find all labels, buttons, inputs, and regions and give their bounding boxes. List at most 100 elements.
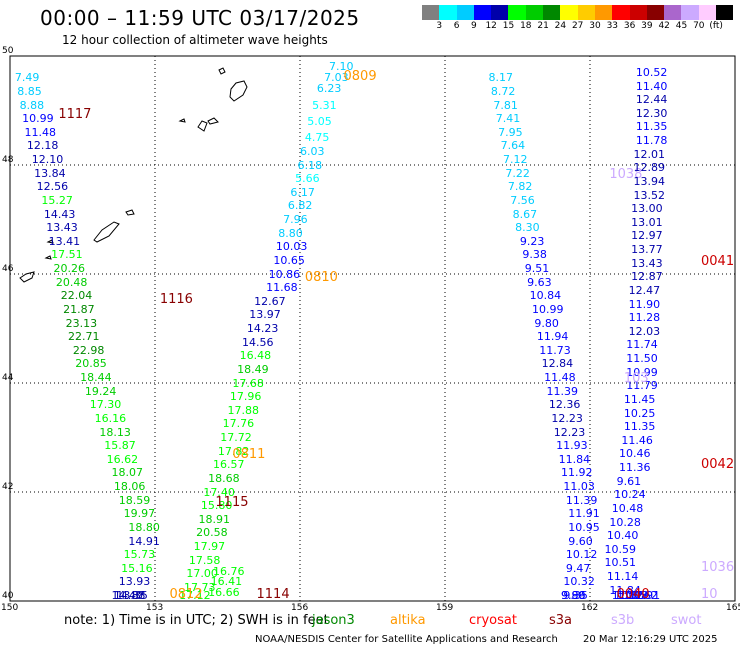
- wave-height-value: 15.87: [104, 439, 136, 453]
- track-time-label: 1116: [159, 292, 193, 308]
- track-time-label: 0810: [304, 270, 338, 286]
- wave-height-value: 10.40: [606, 529, 639, 543]
- wave-height-value: 11.93: [556, 439, 588, 453]
- colorbar-label: (ft): [709, 21, 723, 31]
- lat-label: 42: [2, 482, 14, 492]
- wave-height-value: 12.01: [633, 147, 666, 161]
- colorbar-label: 70: [693, 21, 705, 31]
- wave-height-value: 6.23: [316, 82, 342, 96]
- wave-height-value: 10.99: [626, 365, 658, 379]
- wave-height-value: 11.08: [616, 589, 649, 602]
- colorbar-label: 9: [471, 21, 477, 31]
- lat-label: 50: [2, 46, 14, 56]
- wave-height-value: 7.49: [14, 71, 40, 85]
- coastline: [19, 67, 248, 283]
- wave-height-value: 5.05: [307, 114, 332, 128]
- wave-height-value: 14.91: [128, 534, 160, 548]
- wave-height-value: 9.38: [522, 248, 547, 262]
- colorbar-swatch: [681, 5, 699, 20]
- map-svg: [9, 55, 736, 602]
- wave-height-value: 12.30: [635, 106, 668, 120]
- wave-height-value: 12.97: [631, 229, 663, 243]
- lat-label: 46: [2, 264, 14, 274]
- wave-height-value: 16.16: [94, 411, 127, 425]
- wave-height-value: 17.12: [179, 589, 211, 602]
- wave-height-value: 13.43: [46, 221, 78, 235]
- colorbar-swatch: [491, 5, 509, 20]
- wave-height-value: 14.43: [43, 207, 76, 221]
- wave-height-value: 9.35: [563, 589, 588, 602]
- wave-height-value: 11.84: [609, 583, 641, 597]
- wave-height-value: 16.57: [213, 458, 245, 472]
- wave-height-value: 11.39: [565, 493, 598, 507]
- footer-date: 20 Mar 12:16:29 UTC 2025: [583, 634, 718, 645]
- lon-label: 162: [581, 603, 599, 613]
- wave-height-value: 7.12: [503, 153, 528, 167]
- track-time-label: 1117: [58, 106, 92, 122]
- wave-height-value: 22.98: [72, 343, 105, 357]
- colorbar-swatch: [560, 5, 578, 20]
- wave-height-value: 17.00: [186, 567, 218, 581]
- wave-height-value: 20.85: [75, 357, 107, 371]
- wave-height-value: 12.44: [635, 93, 668, 107]
- wave-height-value: 20.48: [55, 275, 88, 289]
- lon-label: 156: [291, 603, 309, 613]
- wave-height-value: 8.72: [490, 84, 516, 98]
- wave-height-value: 10.84: [529, 289, 562, 303]
- wave-height-value: 13.94: [633, 174, 666, 188]
- wave-height-value: 7.95: [498, 125, 523, 139]
- lon-label: 165: [726, 603, 740, 613]
- wave-height-value: 12.36: [548, 398, 581, 412]
- colorbar-swatch: [456, 5, 474, 20]
- wave-height-value: 11.78: [635, 134, 668, 148]
- wave-height-value: 8.17: [488, 71, 514, 85]
- wave-height-value: 10.65: [273, 253, 305, 267]
- wave-height-value: 17.73: [184, 580, 216, 594]
- wave-height-value: 11.82: [611, 589, 644, 602]
- wave-height-value: 13.93: [118, 575, 151, 589]
- wave-height-value: 15.27: [41, 193, 73, 207]
- wave-height-value: 11.91: [628, 589, 661, 602]
- colorbar-swatch: [508, 5, 526, 20]
- island-3: [197, 120, 208, 132]
- wave-height-value: 14.40: [111, 589, 144, 602]
- wave-height-value: 7.56: [510, 193, 535, 207]
- colorbar-swatch: [629, 5, 647, 20]
- wave-height-value: 6.82: [287, 199, 313, 213]
- wave-height-value: 17.88: [227, 403, 260, 417]
- wave-height-value: 12.23: [553, 425, 586, 439]
- wave-height-value: 11.74: [626, 338, 658, 352]
- wave-height-value: 11.48: [24, 125, 57, 139]
- wave-height-value: 7.96: [283, 213, 308, 227]
- wave-height-value: 17.76: [222, 417, 255, 431]
- wave-height-value: 10.95: [568, 520, 600, 534]
- wave-height-value: 11.73: [539, 343, 571, 357]
- colorbar-swatch: [594, 5, 613, 20]
- island-4: [207, 117, 219, 125]
- wave-height-value: 11.35: [623, 420, 656, 434]
- wave-height-value: 7.22: [505, 166, 530, 180]
- colorbar-label: 36: [623, 21, 636, 31]
- colorbar-label: 3: [436, 21, 443, 31]
- wave-height-value: 9.47: [565, 561, 591, 575]
- wave-height-value: 8.30: [515, 221, 540, 235]
- lat-label: 40: [2, 591, 14, 601]
- wave-height-value: 11.39: [546, 384, 579, 398]
- satellite-jason3: jason3: [312, 613, 355, 628]
- wave-height-value: 22.71: [68, 330, 100, 344]
- satellite-altika: altika: [390, 613, 426, 628]
- wave-height-value: 23.13: [65, 316, 98, 330]
- wave-height-value: 12.23: [551, 411, 583, 425]
- colorbar: [422, 5, 734, 20]
- wave-height-value: 13.01: [631, 215, 663, 229]
- wave-height-value: 6.17: [290, 185, 315, 199]
- wave-height-value: 12.10: [31, 153, 64, 167]
- wave-height-value: 20.58: [196, 526, 228, 540]
- wave-height-value: 11.90: [628, 297, 661, 311]
- wave-height-value: 6.18: [297, 158, 323, 172]
- track-time-label: 0042: [701, 456, 735, 472]
- wave-height-value: 10.52: [635, 65, 668, 79]
- wave-height-value: 11.79: [626, 379, 658, 393]
- colorbar-swatch: [716, 5, 734, 20]
- colorbar-swatch: [473, 5, 492, 20]
